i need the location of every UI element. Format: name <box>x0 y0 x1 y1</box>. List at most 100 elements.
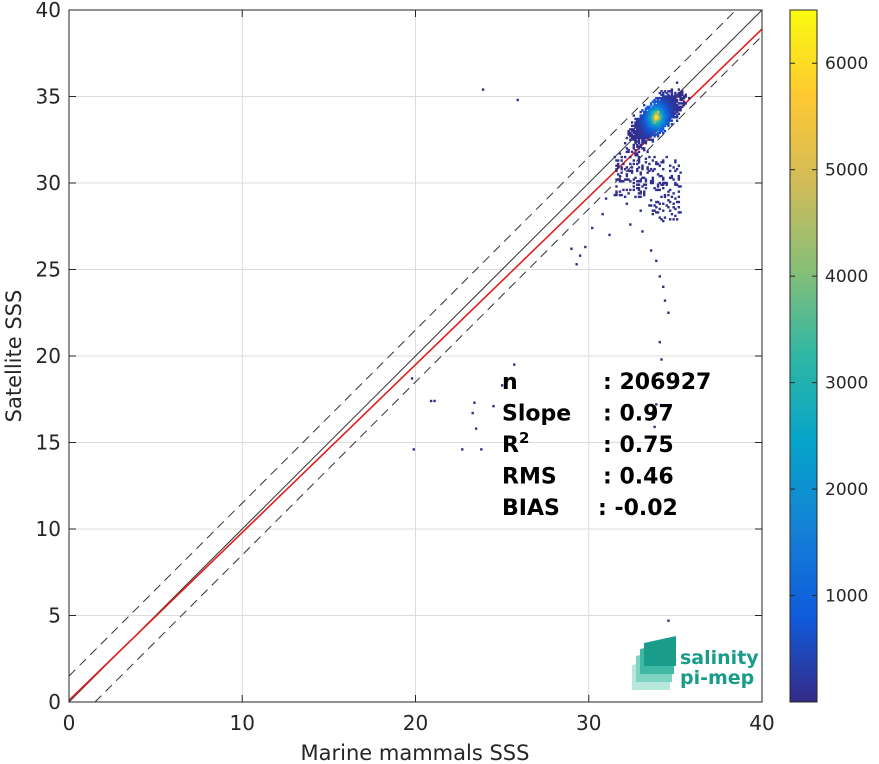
x-tick-label: 10 <box>230 711 255 735</box>
density-bin <box>665 107 668 110</box>
density-bin <box>632 131 635 135</box>
density-bin <box>667 93 670 96</box>
density-bin <box>668 164 672 167</box>
density-bin <box>634 133 637 136</box>
density-bin <box>679 91 682 95</box>
density-bin <box>629 135 632 138</box>
density-bin <box>632 136 635 140</box>
stat-label: n <box>502 370 518 395</box>
density-bin <box>632 145 635 148</box>
density-bin <box>634 152 637 155</box>
density-bin <box>644 161 648 164</box>
density-bin <box>679 107 682 110</box>
density-bin <box>656 121 660 124</box>
density-bin <box>632 178 635 181</box>
colorbar-tick-label: 5000 <box>825 161 868 181</box>
density-bin <box>632 143 635 147</box>
density-bin <box>670 97 674 100</box>
density-bin <box>674 100 677 103</box>
upper-bound-line <box>68 9 737 677</box>
density-bin <box>642 128 646 131</box>
density-bin <box>627 131 630 135</box>
density-bin <box>630 169 634 173</box>
density-bin <box>575 263 578 266</box>
density-bin <box>651 131 655 135</box>
x-tick-label: 0 <box>63 711 76 735</box>
density-bin <box>653 100 656 103</box>
density-bin <box>516 98 519 102</box>
density-bin <box>648 121 651 124</box>
density-bin <box>648 114 651 117</box>
density-bin <box>613 193 616 197</box>
density-bin <box>674 161 677 164</box>
density-bin <box>642 193 646 197</box>
density-bin <box>641 121 644 124</box>
density-bin <box>660 116 663 119</box>
density-bin <box>655 112 658 115</box>
density-bin <box>677 174 681 178</box>
density-bin <box>642 112 646 115</box>
density-bin <box>649 131 653 135</box>
density-bin <box>656 124 660 128</box>
density-bin <box>646 112 649 115</box>
density-bin <box>675 107 679 110</box>
density-bin <box>644 116 648 119</box>
density-bin <box>649 181 653 185</box>
density-bin <box>636 145 639 148</box>
density-bin <box>644 157 648 160</box>
density-bin <box>655 129 658 133</box>
density-bin <box>667 124 670 128</box>
density-bin <box>660 90 663 93</box>
density-bin <box>615 159 618 162</box>
density-bin <box>639 143 642 147</box>
density-bin <box>644 126 648 129</box>
density-bin <box>653 126 656 129</box>
density-bin <box>656 109 660 112</box>
density-bin <box>675 109 679 112</box>
density-bin <box>644 109 648 112</box>
density-bin <box>653 133 656 136</box>
density-bin <box>648 105 651 109</box>
density-bin <box>634 140 637 143</box>
density-bin <box>675 200 679 204</box>
density-bin <box>660 122 663 126</box>
density-bin <box>629 138 632 141</box>
density-bin <box>658 128 661 131</box>
x-tick-label: 30 <box>576 711 601 735</box>
density-bin <box>663 95 667 98</box>
density-bin <box>642 138 646 141</box>
density-bin <box>675 110 679 114</box>
density-bin <box>629 169 632 173</box>
density-bin <box>642 176 646 180</box>
density-bin <box>665 109 668 112</box>
density-bin <box>658 102 661 105</box>
density-bin <box>655 162 658 166</box>
density-bin <box>639 124 642 128</box>
density-bin <box>648 112 651 115</box>
density-bin <box>668 98 672 102</box>
density-bin <box>655 105 658 109</box>
density-bin <box>677 190 681 193</box>
density-bin <box>648 110 651 114</box>
density-bin <box>658 216 661 219</box>
density-bin <box>656 128 660 131</box>
density-bin <box>674 105 677 109</box>
density-bin <box>674 207 677 211</box>
density-bin <box>672 116 675 119</box>
density-bin <box>649 249 653 252</box>
density-bin <box>648 133 651 136</box>
density-bin <box>642 126 646 129</box>
density-bin <box>667 190 670 193</box>
density-bin <box>674 197 677 200</box>
density-bin <box>655 403 658 406</box>
density-bin <box>653 167 656 171</box>
density-bin <box>641 124 644 128</box>
density-bin <box>668 97 672 100</box>
density-bin <box>649 135 653 138</box>
density-bin <box>658 112 661 115</box>
density-bin <box>672 202 675 205</box>
density-bin <box>649 138 653 141</box>
density-bin <box>651 109 655 112</box>
density-bin <box>591 226 594 230</box>
density-bin <box>653 186 656 190</box>
